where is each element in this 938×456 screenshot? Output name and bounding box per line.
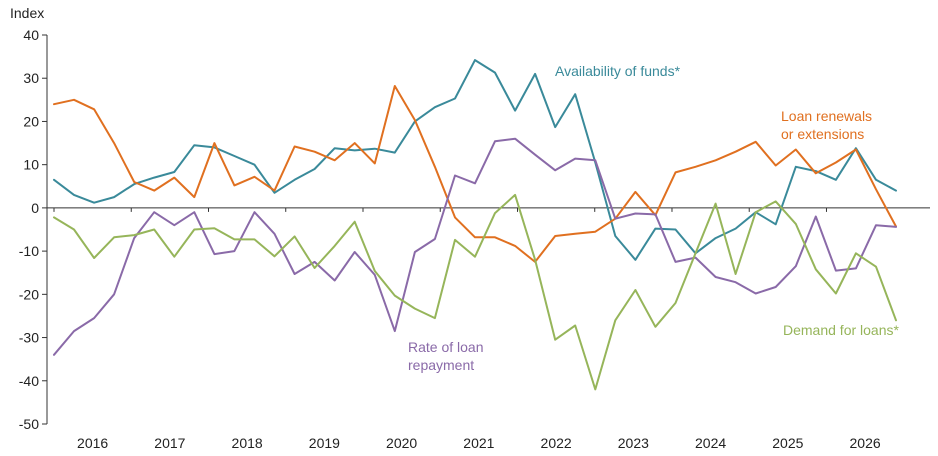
x-tick-label: 2022 [541, 435, 572, 451]
y-axis-tick-labels: 40 30 20 10 0 -10 -20 -30 -40 -50 [19, 27, 47, 432]
x-tick-label: 2026 [850, 435, 881, 451]
series-label-repayment: repayment [408, 357, 474, 373]
x-tick-label: 2017 [154, 435, 185, 451]
series-line-demand [53, 193, 897, 391]
y-tick-label: 40 [23, 27, 39, 43]
series-label-availability: Availability of funds* [555, 63, 681, 79]
x-axis-tick-labels: 2016 2017 2018 2019 2020 2021 2022 2023 2024 2025… [53, 207, 881, 451]
x-tick-label: 2023 [618, 435, 649, 451]
y-tick-label: 0 [31, 200, 39, 216]
y-tick-label: -20 [19, 286, 39, 302]
y-axis-unit-label: Index [10, 5, 44, 21]
series-label-demand: Demand for loans* [783, 322, 900, 338]
x-tick-label: 2021 [463, 435, 494, 451]
series-line-renewals [53, 85, 897, 263]
series-line-availability [53, 59, 897, 261]
y-tick-label: -30 [19, 330, 39, 346]
x-tick-label: 2018 [232, 435, 263, 451]
series-lines [53, 59, 897, 391]
series-label-repayment: Rate of loan [408, 339, 484, 355]
x-tick-label: 2020 [386, 435, 417, 451]
x-tick-label: 2024 [695, 435, 726, 451]
series-line-repayment [53, 137, 897, 356]
series-labels: Availability of funds* Loan renewals or ex… [408, 63, 900, 373]
y-tick-label: 20 [23, 113, 39, 129]
y-tick-label: -40 [19, 373, 39, 389]
y-tick-label: -10 [19, 243, 39, 259]
y-tick-label: 30 [23, 70, 39, 86]
series-label-renewals: or extensions [781, 126, 864, 142]
x-tick-label: 2016 [77, 435, 108, 451]
series-label-renewals: Loan renewals [781, 108, 872, 124]
y-tick-label: -50 [19, 416, 39, 432]
y-tick-label: 10 [23, 157, 39, 173]
x-tick-label: 2019 [309, 435, 340, 451]
x-tick-label: 2025 [772, 435, 803, 451]
